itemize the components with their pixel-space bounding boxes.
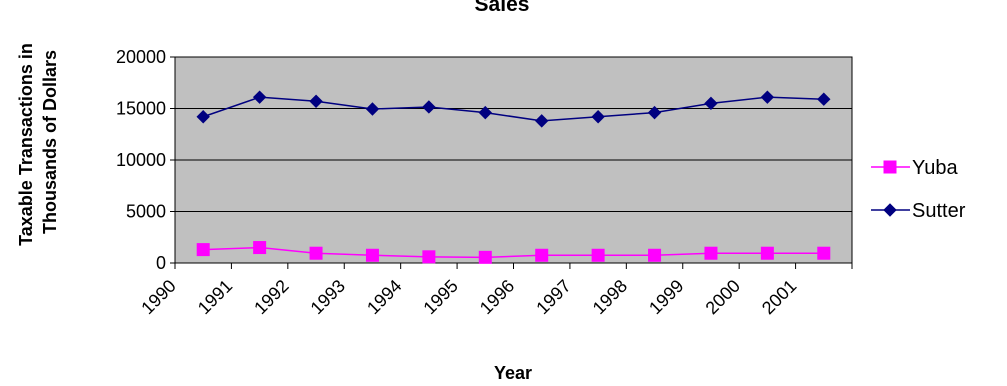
data-point	[422, 250, 436, 264]
data-point	[196, 110, 210, 124]
data-point	[760, 246, 774, 260]
y-tick-label: 0	[156, 253, 166, 273]
x-tick-label: 1997	[532, 276, 574, 318]
data-point	[478, 250, 492, 264]
y-axis-title-line-2: Thousands of Dollars	[40, 50, 60, 234]
x-tick-label: 1998	[589, 276, 631, 318]
legend-label: Sutter	[912, 200, 966, 222]
x-tick-label: 1995	[419, 276, 461, 318]
series-line	[203, 246, 824, 259]
data-point	[704, 96, 718, 111]
legend: Yuba Sutter	[871, 157, 966, 222]
data-point	[648, 248, 662, 262]
data-point	[535, 248, 549, 262]
legend-label: Yuba	[912, 157, 958, 179]
x-tick-label: 2001	[758, 276, 800, 318]
y-tick-label: 5000	[126, 202, 166, 222]
y-axis-title: Taxable Transactions in Thousands of Dol…	[16, 38, 60, 246]
y-tick-label: 15000	[116, 99, 166, 119]
data-point	[478, 105, 492, 120]
y-axis-title-line-1: Taxable Transactions in	[16, 43, 36, 246]
series-sutter	[196, 90, 831, 128]
data-point	[817, 92, 831, 106]
series-yuba	[196, 241, 831, 264]
x-tick-label: 1993	[307, 276, 349, 318]
x-tick-label: 1991	[194, 276, 236, 318]
data-point	[252, 90, 267, 104]
data-point	[647, 105, 662, 120]
data-point	[253, 241, 267, 255]
x-tick-label: 2000	[702, 276, 744, 318]
legend-item-sutter: Sutter	[871, 200, 966, 222]
x-axis: 1990 1991 1992 1993 1994 1995 1996 1997 1998 1999…	[137, 263, 853, 318]
x-axis-title: Year	[494, 363, 532, 383]
data-point	[704, 246, 718, 260]
data-point	[196, 243, 210, 257]
data-point	[817, 246, 831, 260]
legend-item-yuba: Yuba	[871, 157, 958, 179]
y-axis: 0 5000 10000 15000 20000	[116, 47, 175, 273]
series-layer	[196, 90, 831, 264]
x-tick-label: 1990	[137, 276, 179, 318]
y-tick-label: 20000	[116, 47, 166, 67]
data-point	[535, 114, 549, 128]
data-point	[760, 90, 775, 104]
x-tick-label: 1996	[476, 276, 518, 318]
data-point	[365, 248, 379, 262]
gridlines	[175, 108, 852, 212]
data-point	[365, 102, 380, 116]
series-line	[202, 96, 824, 122]
x-tick-label: 1992	[250, 276, 292, 318]
data-point	[591, 110, 605, 124]
x-tick-label: 1999	[645, 276, 687, 318]
chart-title: Sales	[475, 0, 530, 16]
y-tick-label: 10000	[116, 150, 166, 170]
legend-marker	[883, 203, 897, 217]
x-tick-label: 1994	[363, 276, 405, 318]
data-point	[309, 246, 323, 260]
data-point	[591, 248, 605, 262]
data-point	[309, 94, 323, 108]
legend-marker	[883, 160, 897, 174]
data-point	[422, 100, 436, 114]
